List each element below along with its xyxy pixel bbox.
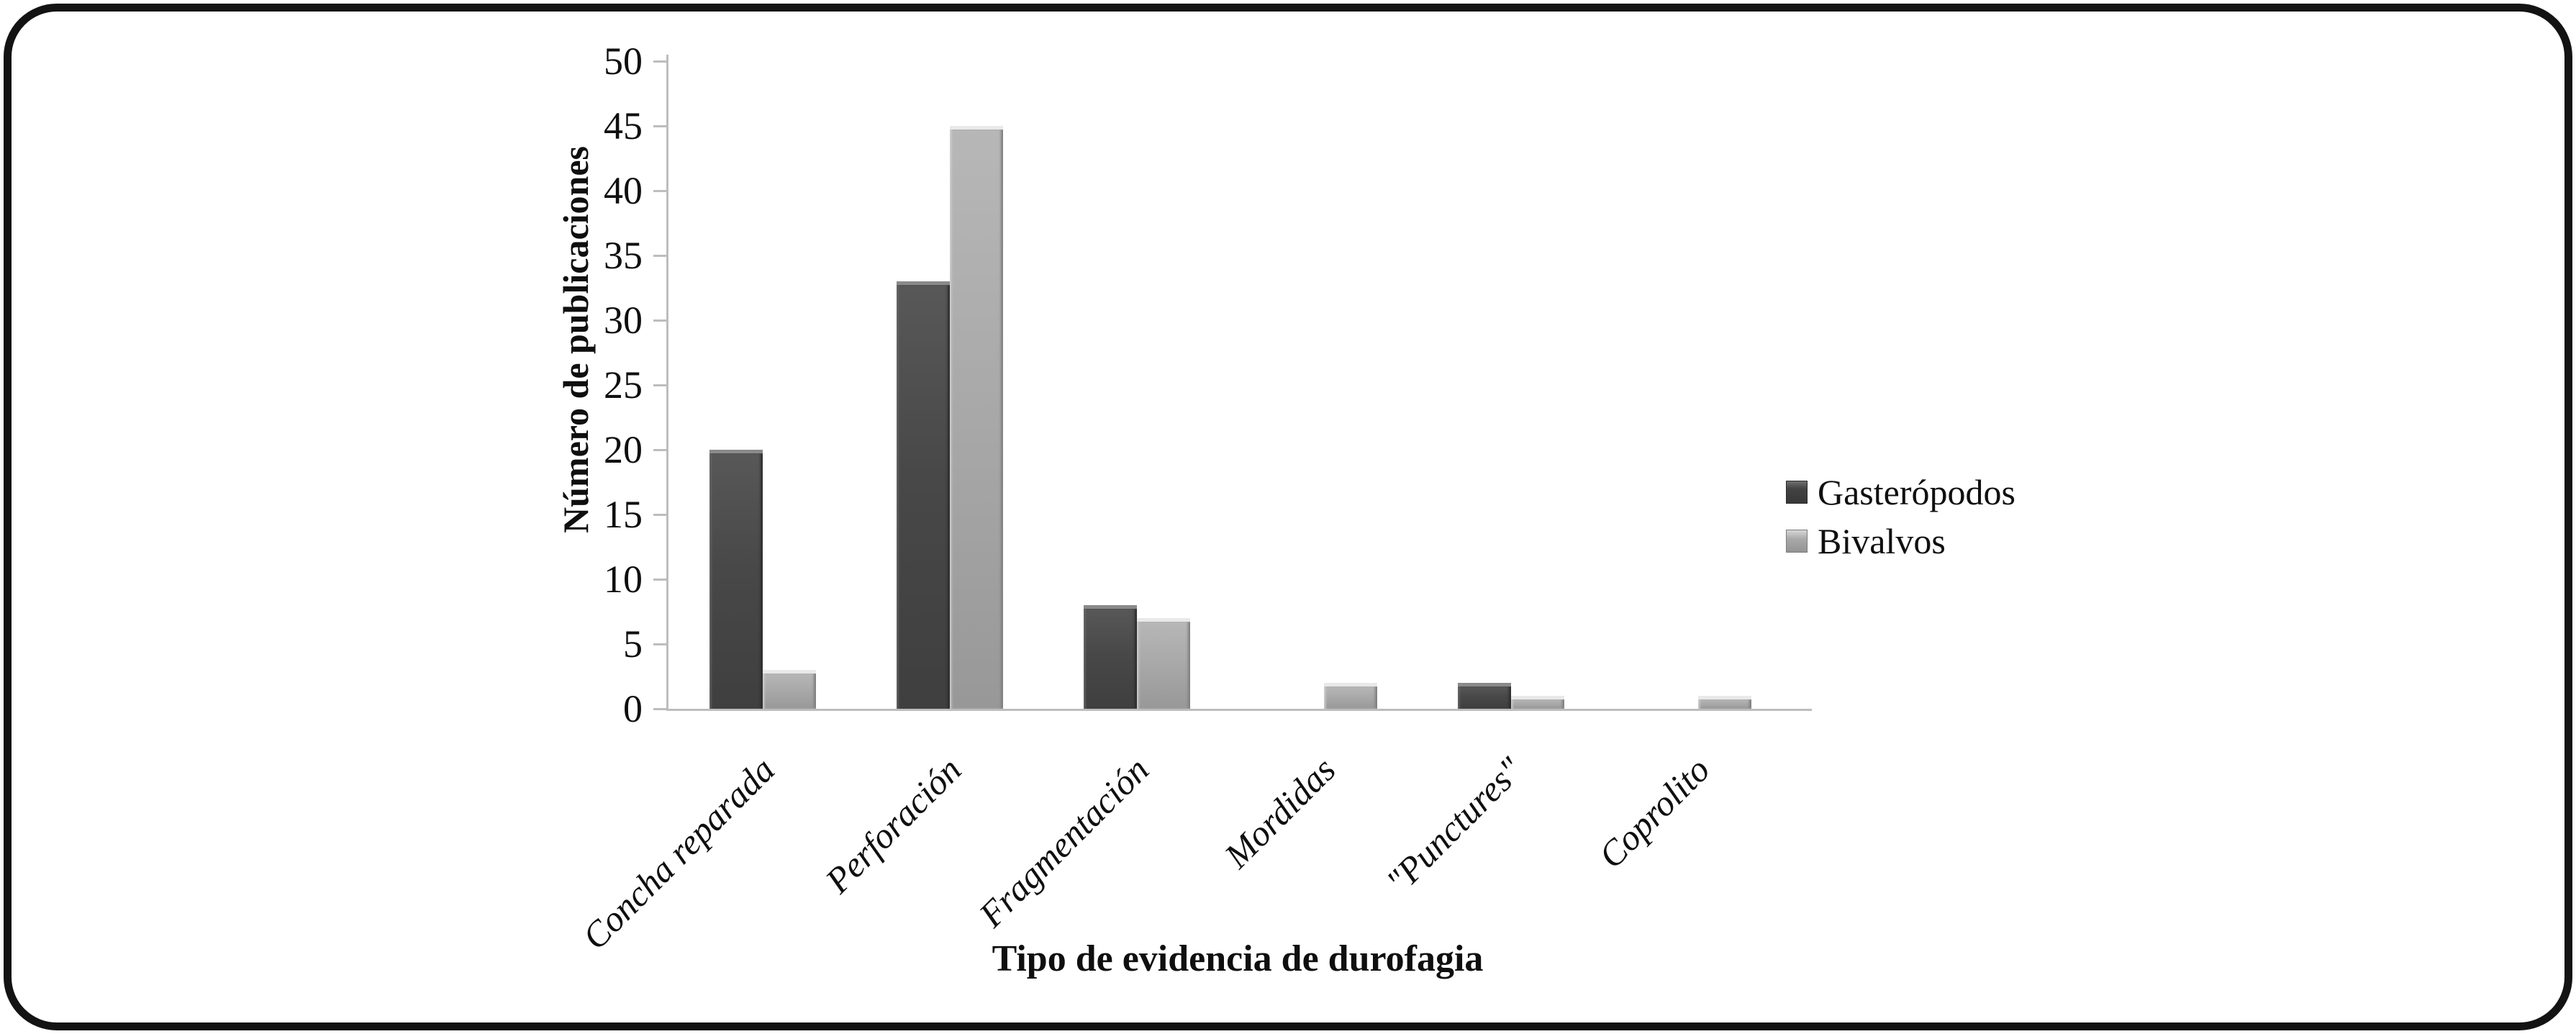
legend-label-gasteropodos: Gasterópodos — [1818, 472, 2015, 512]
figure-border — [4, 4, 2572, 1030]
x-axis-title: Tipo de evidencia de durofagia — [992, 938, 1484, 979]
x-category-label-fragmentacion: Fragmentación — [971, 749, 1156, 935]
y-tick-label-40: 40 — [604, 169, 643, 212]
y-tick-label-25: 25 — [604, 363, 643, 407]
bar-bivalvos-coprolito — [1698, 696, 1751, 709]
bar-bivalvos-perforacion — [950, 126, 1003, 709]
y-tick-mark-15 — [653, 514, 668, 516]
y-tick-mark-30 — [653, 319, 668, 322]
y-tick-label-20: 20 — [604, 428, 643, 471]
bar-gasteropodos-fragmentacion — [1084, 605, 1137, 709]
bar-gasteropodos-perforacion — [897, 281, 950, 709]
y-tick-label-15: 15 — [604, 493, 643, 536]
y-axis-title: Número de publicaciones — [555, 146, 596, 533]
bar-bivalvos-mordidas — [1324, 683, 1377, 709]
bar-bivalvos-concha-reparada — [763, 670, 816, 709]
legend-item-bivalvos: Bivalvos — [1786, 521, 2015, 561]
legend-item-gasteropodos: Gasterópodos — [1786, 472, 2015, 512]
x-axis-line — [666, 709, 1812, 711]
y-tick-label-45: 45 — [604, 104, 643, 148]
y-tick-mark-50 — [653, 60, 668, 63]
x-category-label-coprolito: Coprolito — [1591, 749, 1718, 876]
y-tick-label-10: 10 — [604, 558, 643, 601]
legend-swatch-gasteropodos — [1786, 481, 1808, 504]
y-tick-mark-10 — [653, 579, 668, 581]
legend-label-bivalvos: Bivalvos — [1818, 521, 1946, 561]
bar-bivalvos-punctures — [1511, 696, 1564, 709]
y-tick-label-5: 5 — [623, 622, 643, 666]
bar-gasteropodos-concha-reparada — [709, 450, 763, 709]
y-axis-line — [666, 55, 668, 711]
y-tick-mark-5 — [653, 643, 668, 645]
y-tick-mark-25 — [653, 384, 668, 386]
bar-bivalvos-fragmentacion — [1137, 618, 1190, 709]
y-tick-label-50: 50 — [604, 40, 643, 83]
legend: Gasterópodos Bivalvos — [1786, 472, 2015, 561]
legend-swatch-bivalvos — [1786, 530, 1808, 553]
y-tick-mark-0 — [653, 708, 668, 710]
x-category-label-concha-reparada: Concha reparada — [574, 749, 782, 958]
x-category-label-perforacion: Perforación — [817, 749, 969, 901]
y-tick-label-0: 0 — [623, 687, 643, 730]
y-tick-mark-20 — [653, 449, 668, 451]
y-tick-label-30: 30 — [604, 299, 643, 342]
y-tick-mark-40 — [653, 190, 668, 192]
bar-gasteropodos-punctures — [1458, 683, 1511, 709]
y-tick-label-35: 35 — [604, 234, 643, 277]
x-category-label-mordidas: Mordidas — [1217, 749, 1343, 876]
y-tick-mark-45 — [653, 125, 668, 127]
x-category-label-punctures: "Punctures" — [1378, 749, 1530, 902]
y-tick-mark-35 — [653, 255, 668, 257]
